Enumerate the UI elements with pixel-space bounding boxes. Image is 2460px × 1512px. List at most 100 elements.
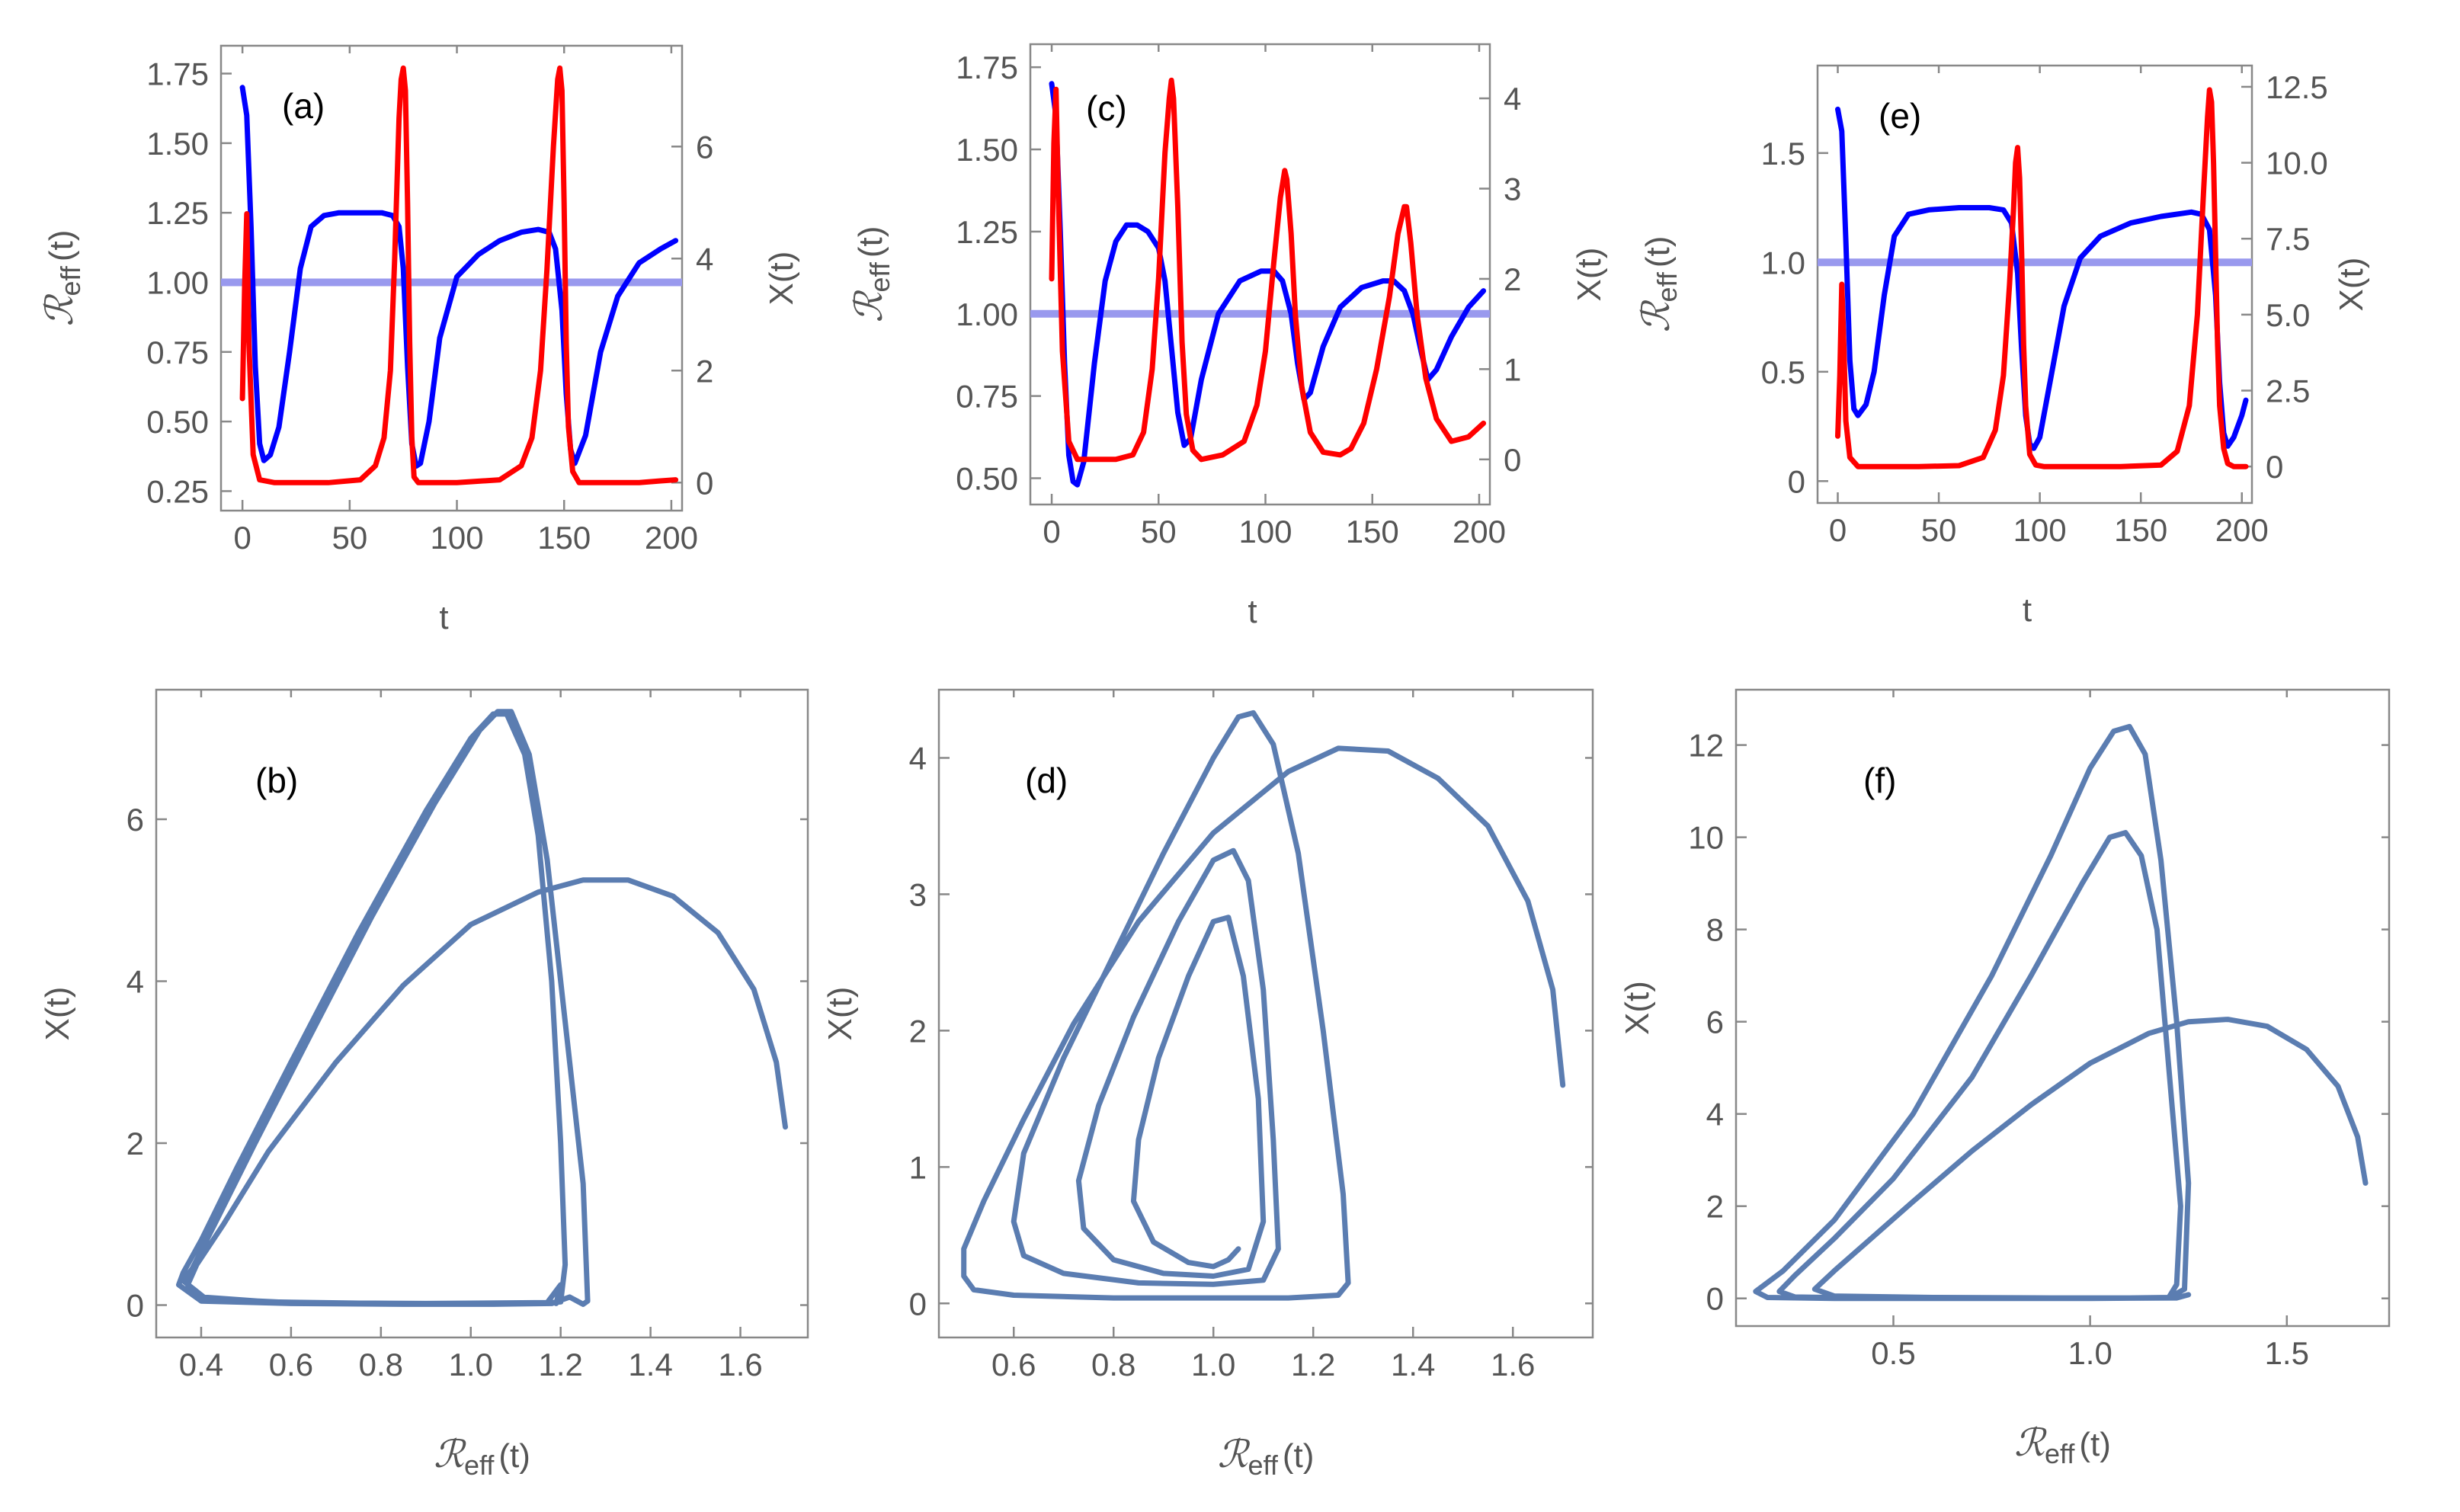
y-tick-label: 2 xyxy=(1706,1189,1724,1225)
plot-frame xyxy=(937,688,1594,1339)
y-tick-label: 10 xyxy=(1688,820,1724,856)
x-axis-label: t xyxy=(1248,593,1257,630)
y-axis-label: X(t) xyxy=(39,987,76,1041)
y-tick-label: 1.50 xyxy=(956,132,1018,168)
x-tick-label: 0.6 xyxy=(269,1347,313,1382)
y-tick-label: 6 xyxy=(1706,1004,1724,1040)
y2-tick-label: 5.0 xyxy=(2266,297,2310,333)
x-tick-label: 1.0 xyxy=(449,1347,493,1382)
plot-frame xyxy=(155,688,809,1339)
x-tick-label: 50 xyxy=(1921,512,1957,548)
r-argument: (t) xyxy=(1283,1437,1315,1475)
series-r-eff-line xyxy=(1049,81,1487,488)
y-tick-label: 8 xyxy=(1706,912,1724,948)
x-tick-label: 50 xyxy=(332,520,367,556)
series-x-line xyxy=(239,65,679,485)
r-subscript: eff xyxy=(464,1450,495,1481)
x-tick-label: 100 xyxy=(2013,512,2067,548)
y2-tick-label: 10.0 xyxy=(2266,146,2328,181)
y2-tick-label: 6 xyxy=(696,129,713,165)
y2-tick-label: 1 xyxy=(1504,351,1521,387)
y-axis-label: ℛeff(t) xyxy=(1634,236,1683,333)
x-axis-label: ℛeff (t) xyxy=(2014,1421,2111,1469)
y-tick-label: 0 xyxy=(1788,463,1805,499)
x-tick-label: 200 xyxy=(645,520,698,556)
y2-tick-label: 0 xyxy=(1504,442,1521,478)
x-tick-label: 150 xyxy=(1346,514,1399,549)
y-tick-label: 0.75 xyxy=(146,335,209,370)
y2-tick-label: 2.5 xyxy=(2266,373,2310,409)
series-phase-line xyxy=(961,710,1566,1301)
r-subscript: eff xyxy=(2045,1438,2075,1469)
y-tick-label: 4 xyxy=(1706,1097,1724,1132)
x-tick-label: 1.6 xyxy=(718,1347,762,1382)
y2-axis-label: X(t) xyxy=(763,251,800,306)
x-tick-label: 1.2 xyxy=(538,1347,582,1382)
x-tick-label: 50 xyxy=(1141,514,1177,549)
x-tick-label: 1.4 xyxy=(628,1347,672,1382)
series-phase-line xyxy=(176,709,788,1307)
x-tick-label: 1.0 xyxy=(1191,1347,1235,1382)
y-axis-label: ℛeff(t) xyxy=(37,230,86,327)
x-tick-label: 1.5 xyxy=(2265,1335,2309,1371)
panel-b: 0.4 0.6 0.8 1.0 1.2 1.4 1.6 0 2 4 6 (b) ℛeff (t) X(t) xyxy=(39,688,809,1481)
r-subscript: eff xyxy=(1651,271,1683,302)
r-subscript: eff xyxy=(864,261,895,292)
y-tick-label: 1 xyxy=(909,1149,927,1185)
x-tick-label: 150 xyxy=(2114,512,2167,548)
panel-label: (d) xyxy=(1025,761,1068,800)
x-tick-label: 1.6 xyxy=(1491,1347,1535,1382)
panel-a: 0 50 100 150 200 0.25 0.50 0.75 1.00 1.25 1.50 1.75… xyxy=(37,44,800,636)
y-tick-label: 0.25 xyxy=(146,473,209,509)
y-axis-label: X(t) xyxy=(822,987,859,1041)
plot-frame xyxy=(1029,43,1491,506)
x-tick-label: 0 xyxy=(233,520,251,556)
y-tick-label: 2 xyxy=(127,1126,144,1161)
panel-label: (f) xyxy=(1863,761,1896,800)
y-tick-label: 0.50 xyxy=(956,460,1018,496)
x-tick-label: 150 xyxy=(537,520,591,556)
r-argument: (t) xyxy=(43,230,80,262)
y-tick-label: 0.75 xyxy=(956,379,1018,415)
r-symbol: ℛ xyxy=(1218,1432,1251,1476)
x-tick-label: 1.0 xyxy=(2068,1335,2112,1371)
series-r-eff-line xyxy=(239,85,679,469)
y-tick-label: 0 xyxy=(127,1288,144,1324)
plot-frame xyxy=(1816,64,2253,505)
r-symbol: ℛ xyxy=(434,1432,466,1476)
y-tick-label: 0.5 xyxy=(1761,354,1805,390)
y-tick-label: 1.50 xyxy=(146,126,209,162)
y2-tick-label: 7.5 xyxy=(2266,221,2310,257)
r-symbol: ℛ xyxy=(2014,1421,2047,1465)
y-tick-label: 1.75 xyxy=(146,56,209,92)
plot-frame xyxy=(219,44,684,512)
x-tick-label: 200 xyxy=(2215,512,2269,548)
panel-d: 0.6 0.8 1.0 1.2 1.4 1.6 0 1 2 3 4 (d) ℛeff (t) X(t) xyxy=(822,688,1594,1481)
y-axis-label: X(t) xyxy=(1619,981,1656,1035)
x-axis-label: ℛeff (t) xyxy=(434,1432,530,1481)
r-argument: (t) xyxy=(852,226,889,258)
y-tick-label: 1.25 xyxy=(146,195,209,231)
y2-tick-label: 2 xyxy=(696,353,713,389)
plot-frame xyxy=(1734,688,2391,1328)
y2-tick-label: 2 xyxy=(1504,261,1521,297)
r-symbol: ℛ xyxy=(37,293,82,326)
y2-tick-label: 4 xyxy=(696,241,713,277)
y2-tick-label: 0 xyxy=(696,465,713,501)
x-tick-label: 0.8 xyxy=(359,1347,403,1382)
r-subscript: eff xyxy=(55,265,86,296)
r-argument: (t) xyxy=(1639,236,1677,268)
y2-axis-label: X(t) xyxy=(2333,258,2370,312)
y2-tick-label: 0 xyxy=(2266,449,2283,485)
y-tick-label: 2 xyxy=(909,1013,927,1049)
series-x-line xyxy=(1049,77,1487,463)
x-axis-label: ℛeff (t) xyxy=(1218,1432,1315,1481)
y-tick-label: 1.5 xyxy=(1761,136,1805,171)
series-r-eff-line xyxy=(1835,106,2249,451)
x-tick-label: 0 xyxy=(1043,514,1060,549)
y2-tick-label: 3 xyxy=(1504,171,1521,207)
y2-tick-label: 4 xyxy=(1504,81,1521,117)
panel-label: (b) xyxy=(255,761,298,800)
series-x-line xyxy=(1835,87,2249,469)
